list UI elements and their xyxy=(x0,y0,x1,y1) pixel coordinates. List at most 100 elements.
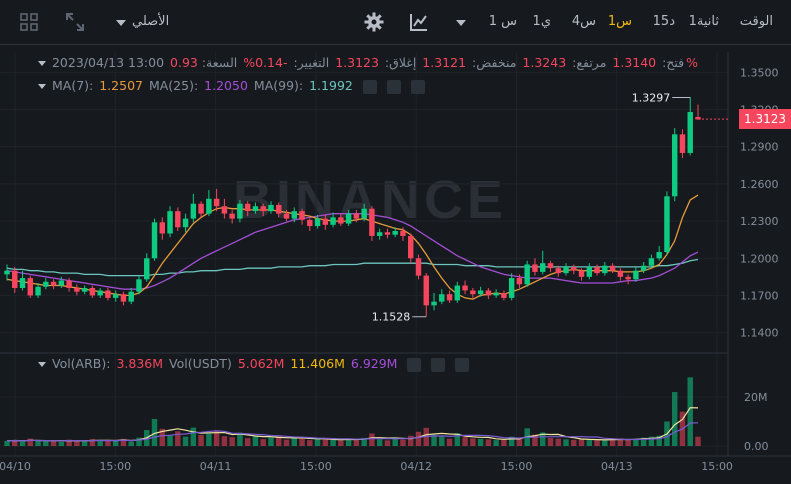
volume-bar xyxy=(493,440,499,446)
volume-bar xyxy=(477,438,484,446)
volume-bar xyxy=(547,437,554,446)
ma-collapse-icon[interactable] xyxy=(38,84,46,89)
interval-dropdown-icon[interactable] xyxy=(450,11,472,33)
vol-usdt-label: Vol(USDT) xyxy=(169,356,232,371)
price-chart[interactable]: BINANCE 1.35001.32001.29001.26001.23001.… xyxy=(0,45,791,484)
volume-bar xyxy=(35,441,41,446)
volume-bar xyxy=(695,436,701,446)
candle-body xyxy=(175,211,181,228)
vol-visibility-icon[interactable] xyxy=(407,357,422,372)
volume-bar xyxy=(136,437,142,446)
candle-body xyxy=(4,270,10,275)
vol-close-icon[interactable] xyxy=(455,357,470,372)
vol-arb-label: Vol(ARB): xyxy=(51,356,111,371)
fullscreen-icon[interactable] xyxy=(64,11,86,33)
ma-settings-icon[interactable] xyxy=(386,79,401,94)
vol-ma2-value: 6.929M xyxy=(350,356,398,371)
time-axis-label: 15:00 xyxy=(99,460,131,473)
candle-body xyxy=(423,275,429,306)
vol-settings-icon[interactable] xyxy=(431,357,446,372)
view-dropdown-icon[interactable] xyxy=(110,11,132,33)
candle-body xyxy=(74,288,80,292)
amplitude-label: السعة: xyxy=(201,55,238,70)
volume-bar xyxy=(625,439,631,446)
legend-collapse-icon[interactable] xyxy=(38,61,46,66)
volume-bar xyxy=(369,433,375,446)
candle-body xyxy=(369,208,375,236)
close-value: 1.3123 xyxy=(335,55,379,70)
ma25-label: MA(25): xyxy=(148,78,199,93)
volume-bar xyxy=(213,430,220,446)
volume-bar xyxy=(400,439,406,446)
candle-body xyxy=(105,290,111,298)
candle-body xyxy=(470,290,476,295)
candle-body xyxy=(81,288,88,292)
volume-bar xyxy=(276,436,282,446)
interval-1w[interactable]: 1 س xyxy=(488,14,517,29)
candle-body xyxy=(291,211,297,219)
candle-body xyxy=(206,198,212,214)
candle-body xyxy=(66,280,72,288)
indicator-chart-icon[interactable] xyxy=(408,11,430,33)
chart-grid xyxy=(0,52,791,457)
grid-layout-icon[interactable] xyxy=(18,11,40,33)
volume-bar xyxy=(105,439,111,446)
candle-body xyxy=(532,264,538,272)
price-markers: 1.3297 1.1528 xyxy=(372,92,728,324)
interval-15m[interactable]: 15د xyxy=(652,14,675,29)
candle-body xyxy=(190,203,197,219)
candle-body xyxy=(454,285,461,301)
interval-1h[interactable]: 1س xyxy=(607,14,632,29)
candlesticks xyxy=(4,97,701,317)
chart-toolbar: الوقت 1ثانية 15د 1س 4س 1ي 1 س الأصلي xyxy=(0,0,791,45)
candle-body xyxy=(151,222,158,259)
candle-body xyxy=(625,276,631,280)
candle-body xyxy=(167,211,173,234)
interval-1s[interactable]: 1ثانية xyxy=(688,14,719,29)
time-axis-label: 15:00 xyxy=(300,460,332,473)
amplitude-value: 0.93% xyxy=(170,55,699,70)
volume-bar xyxy=(330,439,336,446)
volume-collapse-icon[interactable] xyxy=(38,362,46,367)
settings-gear-icon[interactable] xyxy=(363,11,385,33)
price-axis-label: 1.2900 xyxy=(740,141,779,154)
volume-bar xyxy=(268,437,274,446)
volume-bar xyxy=(353,439,360,446)
volume-bar xyxy=(58,441,65,446)
candle-body xyxy=(58,280,65,286)
candle-body xyxy=(656,252,662,259)
volume-bar xyxy=(19,441,26,446)
price-axis-label: 1.2000 xyxy=(740,252,779,265)
candle-body xyxy=(640,265,647,271)
candle-body xyxy=(594,266,600,274)
candle-body xyxy=(540,263,546,272)
candle-body xyxy=(299,211,305,220)
interval-1d[interactable]: 1ي xyxy=(532,14,551,29)
ma-visibility-icon[interactable] xyxy=(362,79,377,94)
candle-body xyxy=(120,294,127,302)
volume-bar xyxy=(555,438,561,446)
volume-bar xyxy=(571,439,577,446)
time-axis-label: 04/10 xyxy=(0,460,31,473)
volume-axis-label: 0.00 xyxy=(744,440,769,453)
volume-ma5-line xyxy=(6,407,699,442)
candle-body xyxy=(159,222,165,234)
candle-body xyxy=(687,112,693,153)
volume-bar xyxy=(89,439,96,446)
candle-body xyxy=(408,235,414,259)
interval-4h[interactable]: 4س xyxy=(571,14,596,29)
ma-close-icon[interactable] xyxy=(410,79,425,94)
ohlc-legend: 2023/04/13 13:00 فتح: 1.3140 مرتفع: 1.32… xyxy=(38,55,700,70)
volume-bar xyxy=(345,438,352,446)
volume-axis-label: 20M xyxy=(744,391,768,404)
volume-bar xyxy=(244,438,251,446)
candle-body xyxy=(345,213,352,224)
original-view-toggle[interactable]: الأصلي xyxy=(132,14,170,29)
chart-area[interactable]: BINANCE 1.35001.32001.29001.26001.23001.… xyxy=(0,45,791,484)
volume-bar xyxy=(66,439,72,446)
ma99-label: MA(99): xyxy=(253,78,304,93)
candle-body xyxy=(213,198,220,207)
volume-bar xyxy=(602,440,608,446)
volume-bar xyxy=(97,441,103,446)
candle-body xyxy=(198,203,204,214)
